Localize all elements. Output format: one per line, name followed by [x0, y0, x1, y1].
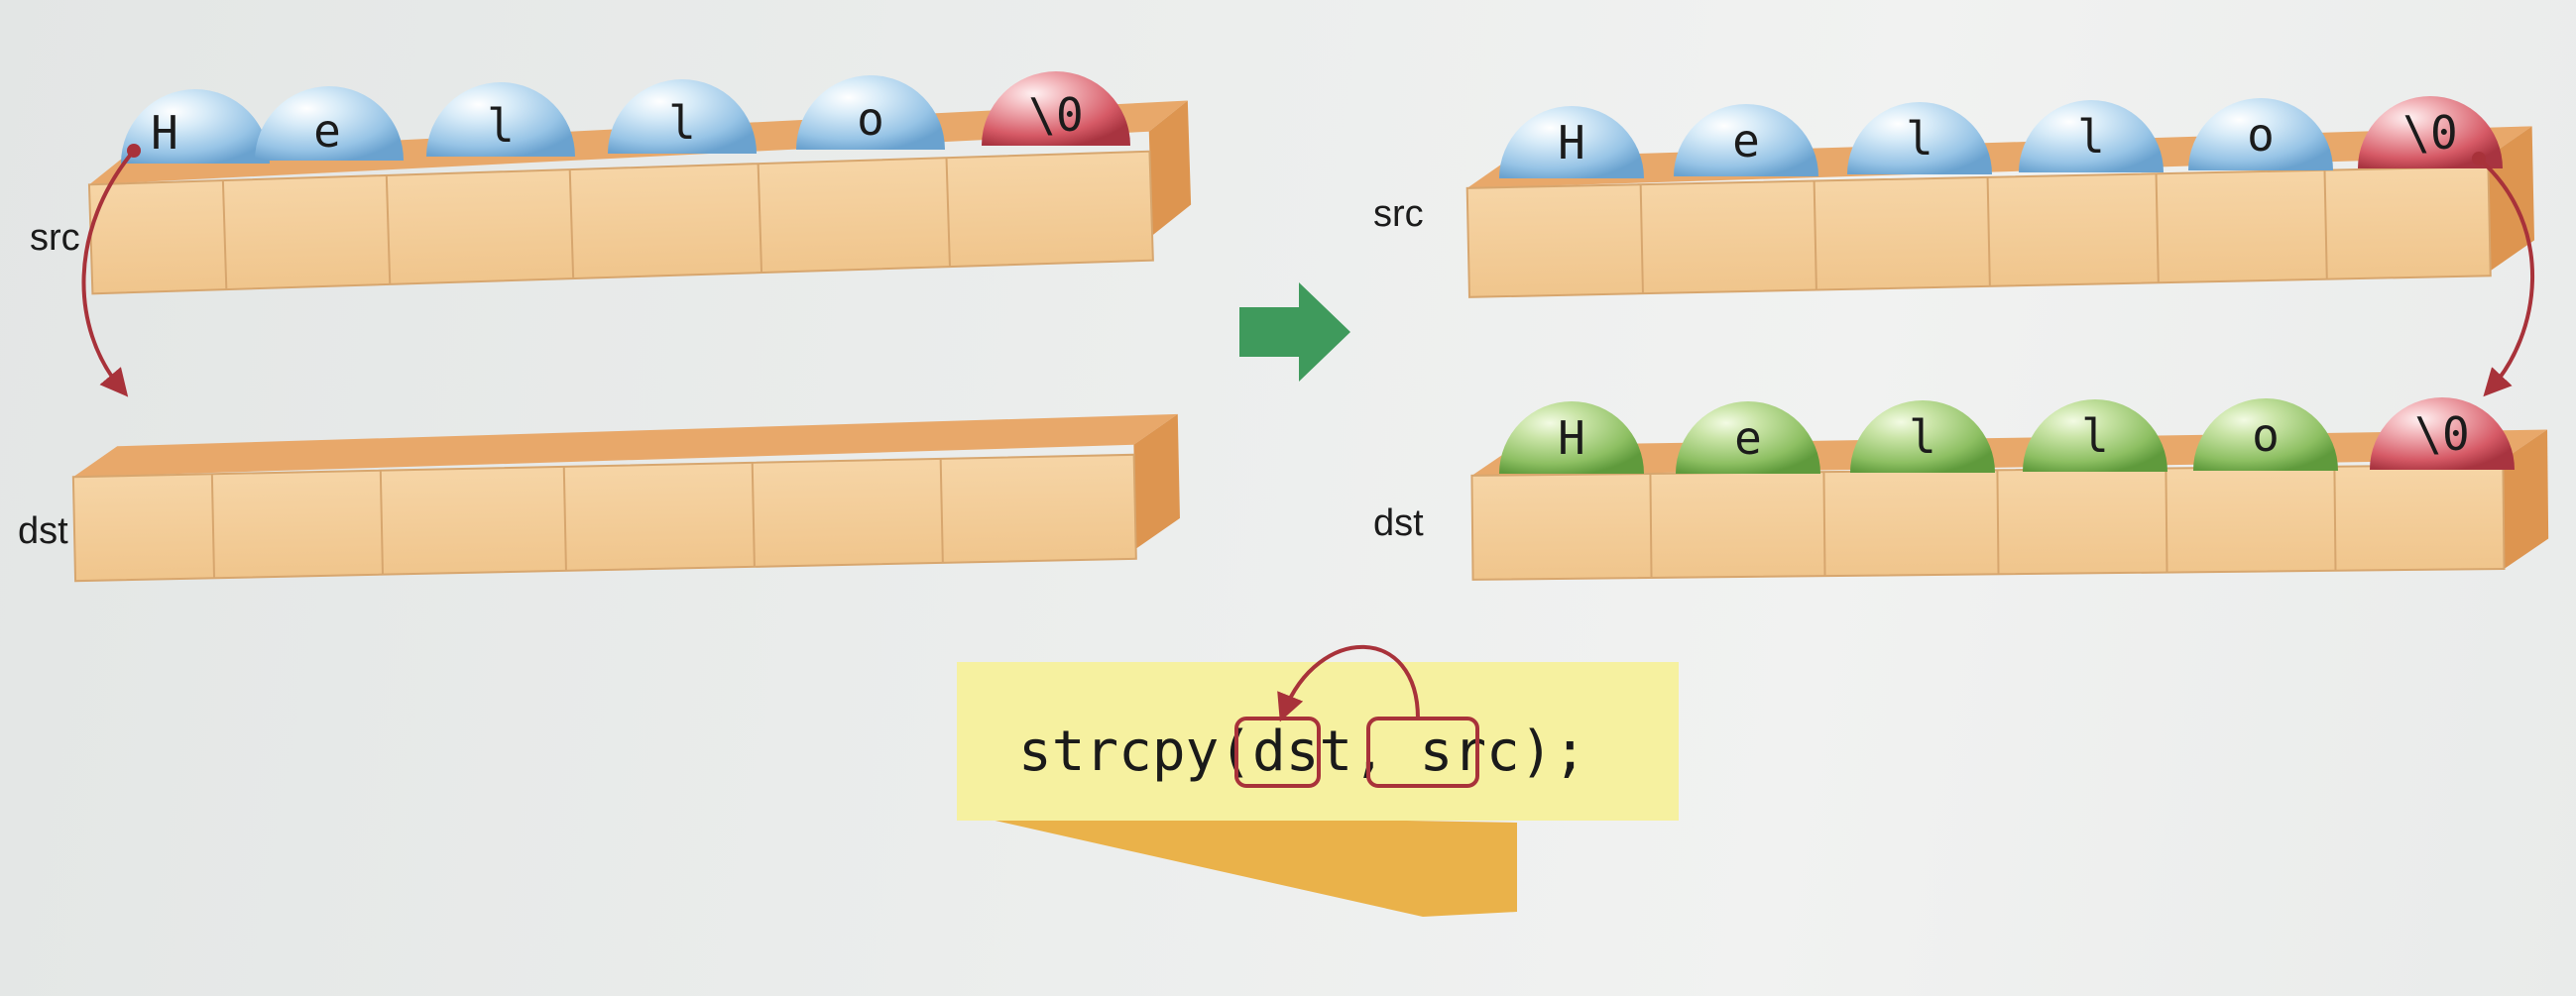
svg-text:o: o [2252, 408, 2280, 462]
svg-text:H: H [1558, 116, 1585, 169]
svg-text:l: l [1906, 112, 1933, 166]
after-src-char-0: H [1499, 106, 1644, 178]
after-src-char-4: o [2188, 98, 2333, 170]
before-src-char-3: l [608, 79, 757, 154]
svg-text:H: H [151, 106, 178, 160]
svg-text:o: o [2247, 108, 2275, 162]
code-banner: strcpy(dst, src); [957, 644, 1679, 917]
svg-text:H: H [1558, 411, 1585, 465]
svg-text:l: l [1909, 410, 1936, 464]
svg-text:l: l [2077, 110, 2105, 164]
after-dst-char-2: l [1850, 400, 1995, 473]
before-src-char-1: e [255, 86, 404, 161]
svg-text:e: e [313, 104, 341, 158]
before-dst-label: dst [18, 510, 68, 552]
code-sep: , [1352, 719, 1419, 784]
after-dst-char-4: o [2193, 398, 2338, 471]
src-highlight-box [1366, 717, 1479, 788]
before-src-char-5: \0 [982, 71, 1130, 146]
svg-text:l: l [487, 99, 515, 153]
code-arg-src: src [1420, 719, 1520, 784]
copy-arrow-left [81, 149, 136, 397]
code-copy-arrow [1277, 644, 1420, 722]
before-panel: H e l l o \0 src [18, 71, 1192, 583]
after-src-char-2: l [1847, 102, 1992, 174]
svg-text:\0: \0 [2414, 407, 2469, 461]
svg-text:strcpy(dst, src);: strcpy(dst, src); [1018, 719, 1586, 784]
before-src-balls: H e l l o \0 [121, 71, 1130, 164]
code-func: strcpy( [1018, 719, 1252, 784]
after-src-char-5: \0 [2358, 96, 2503, 168]
after-dst-char-1: e [1676, 401, 1820, 474]
before-src-char-0: H [121, 89, 270, 164]
svg-text:\0: \0 [2402, 106, 2457, 160]
after-src-char-3: l [2019, 100, 2164, 172]
after-dst-balls: H e l l o \0 [1499, 397, 2515, 474]
after-src-balls: H e l l o \0 [1499, 96, 2503, 178]
after-dst-char-0: H [1499, 401, 1644, 474]
before-src-char-2: l [426, 82, 575, 157]
svg-text:e: e [1734, 411, 1762, 465]
before-src-char-4: o [796, 75, 945, 150]
after-src-char-1: e [1674, 104, 1818, 176]
svg-text:l: l [2081, 409, 2109, 463]
svg-text:e: e [1732, 114, 1760, 167]
copy-arrow-right [2477, 157, 2535, 397]
after-dst-label: dst [1373, 502, 1424, 544]
svg-text:\0: \0 [1028, 88, 1083, 142]
after-panel: H e l l o \0 src [1373, 96, 2549, 581]
code-end: ); [1520, 719, 1586, 784]
before-dst-array [71, 413, 1180, 583]
before-src-label: src [30, 217, 80, 259]
after-src-label: src [1373, 193, 1424, 235]
after-dst-char-5: \0 [2370, 397, 2515, 470]
svg-text:l: l [668, 96, 696, 150]
after-dst-char-3: l [2023, 399, 2167, 472]
svg-text:o: o [857, 92, 884, 146]
transition-arrow [1239, 282, 1350, 382]
code-arg-dst: dst [1252, 719, 1352, 784]
